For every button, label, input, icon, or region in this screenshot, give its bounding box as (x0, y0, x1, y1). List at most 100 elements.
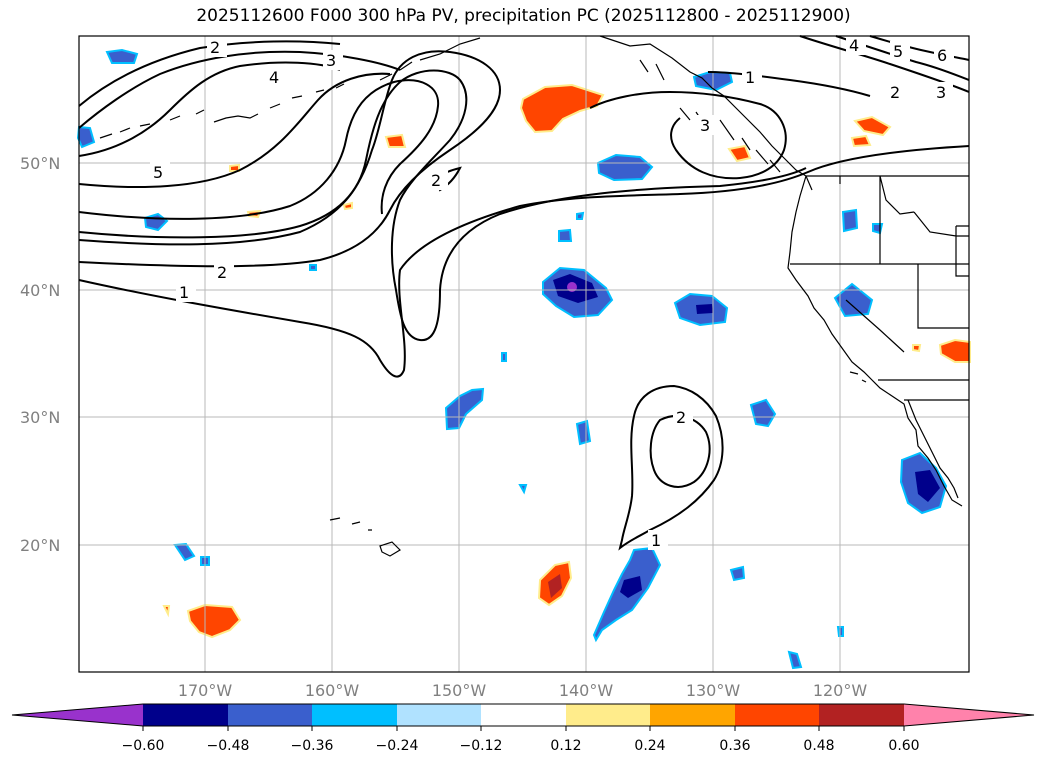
west-coast (787, 175, 963, 507)
precip-blob (575, 419, 592, 446)
precip-blob (576, 211, 585, 220)
pv-label: 3 (326, 51, 336, 70)
pv-contour-6 (78, 61, 341, 157)
pv-label: 1 (651, 531, 661, 550)
precip-blob (76, 125, 96, 149)
colorbar: −0.60 −0.48 −0.36 −0.24 −0.12 0.12 0.24 … (11, 703, 1035, 754)
precip-blob (787, 650, 803, 670)
lon-label: 140°W (559, 681, 614, 700)
pv-contour-1 (78, 145, 970, 378)
colorbar-tick: 0.60 (888, 738, 919, 754)
colorbar-segment (650, 704, 735, 726)
precip-blob (444, 387, 485, 431)
colorbar-tick: −0.36 (291, 738, 334, 754)
pv-label: 5 (893, 42, 903, 61)
lon-label: 130°W (686, 681, 741, 700)
precip-blob (912, 344, 922, 353)
pv-label: 4 (849, 36, 859, 55)
map-title: 2025112600 F000 300 hPa PV, precipitatio… (196, 6, 851, 26)
hawaii-islands (329, 517, 401, 557)
channel-islands (849, 371, 867, 383)
pv-contour-11 (707, 71, 871, 97)
colorbar-segment (312, 704, 397, 726)
precip-blob (384, 133, 407, 148)
pv-label: 2 (676, 408, 686, 427)
graticule (79, 36, 969, 672)
pv-contour-13 (649, 415, 711, 488)
pv-label: 1 (745, 68, 755, 87)
pv-contour-2 (78, 50, 502, 268)
colorbar-tick: 0.48 (803, 738, 834, 754)
precip-blob (853, 115, 892, 137)
precip-blob (938, 338, 971, 363)
precip-blob (548, 574, 562, 598)
precip-blob (518, 484, 528, 495)
precip-blob (162, 605, 171, 618)
pv-label: 5 (153, 163, 163, 182)
lon-label: 170°W (178, 681, 233, 700)
precip-blob (558, 228, 573, 242)
aleutian-islands (99, 83, 345, 139)
colorbar-segment (397, 704, 481, 726)
pv-label: 1 (179, 283, 189, 302)
state-border (790, 175, 969, 401)
lat-label: 30°N (20, 408, 60, 427)
precip-blob (841, 208, 859, 233)
precip-blob (596, 153, 654, 182)
pv-contour-5 (78, 72, 391, 189)
pv-contour-3 (78, 69, 807, 342)
pv-label: 6 (937, 46, 947, 65)
lon-label: 150°W (432, 681, 487, 700)
precip-blob (105, 48, 139, 64)
pv-contour-4 (78, 79, 440, 220)
lat-label: 20°N (20, 536, 60, 555)
colorbar-tick: 0.24 (634, 738, 665, 754)
precip-blob (143, 212, 169, 232)
colorbar-segment (481, 704, 566, 726)
lon-label: 160°W (305, 681, 360, 700)
latitude-labels: 50°N 40°N 30°N 20°N (20, 154, 60, 555)
coastlines (99, 35, 969, 557)
baja-coast (907, 399, 959, 499)
precip-blob (696, 304, 713, 314)
lat-label: 50°N (20, 154, 60, 173)
precip-blob (850, 134, 872, 148)
precip-blob (173, 542, 196, 562)
pv-contour-8 (78, 40, 341, 107)
pv-label: 4 (269, 68, 279, 87)
precip-blob (342, 201, 353, 211)
pv-label: 2 (431, 171, 441, 190)
colorbar-segment (566, 704, 650, 726)
precip-blob (872, 223, 884, 235)
colorbar-extend-low (12, 704, 143, 726)
precipitation-field (76, 48, 971, 670)
pv-contour-12 (618, 384, 724, 551)
colorbar-segment (228, 704, 312, 726)
precip-blob (915, 470, 940, 502)
lat-label: 40°N (20, 281, 60, 300)
precip-blob (309, 264, 317, 271)
precip-blob (729, 565, 746, 582)
colorbar-tick: 0.36 (719, 738, 750, 754)
pv-contour-7 (78, 50, 401, 129)
precip-blob (833, 282, 874, 318)
colorbar-tick: 0.12 (550, 738, 581, 754)
colorbar-tick: −0.48 (207, 738, 250, 754)
pv-contour-10 (589, 90, 787, 180)
pv-label: 3 (936, 83, 946, 102)
colorbar-segment (819, 704, 904, 726)
precip-blob (519, 83, 605, 134)
alaska-peninsula (379, 37, 481, 81)
pv-label: 3 (700, 116, 710, 135)
precip-blob (501, 352, 507, 362)
map-frame (78, 35, 970, 673)
pv-contour-16 (869, 35, 970, 61)
colorbar-segment (143, 704, 228, 726)
alaska-coast (599, 35, 813, 191)
pv-label: 2 (210, 38, 220, 57)
longitude-labels: 170°W 160°W 150°W 140°W 130°W 120°W (178, 681, 868, 700)
precip-blob (727, 144, 752, 163)
pv-label: 2 (217, 263, 227, 282)
precip-blob (749, 398, 777, 428)
